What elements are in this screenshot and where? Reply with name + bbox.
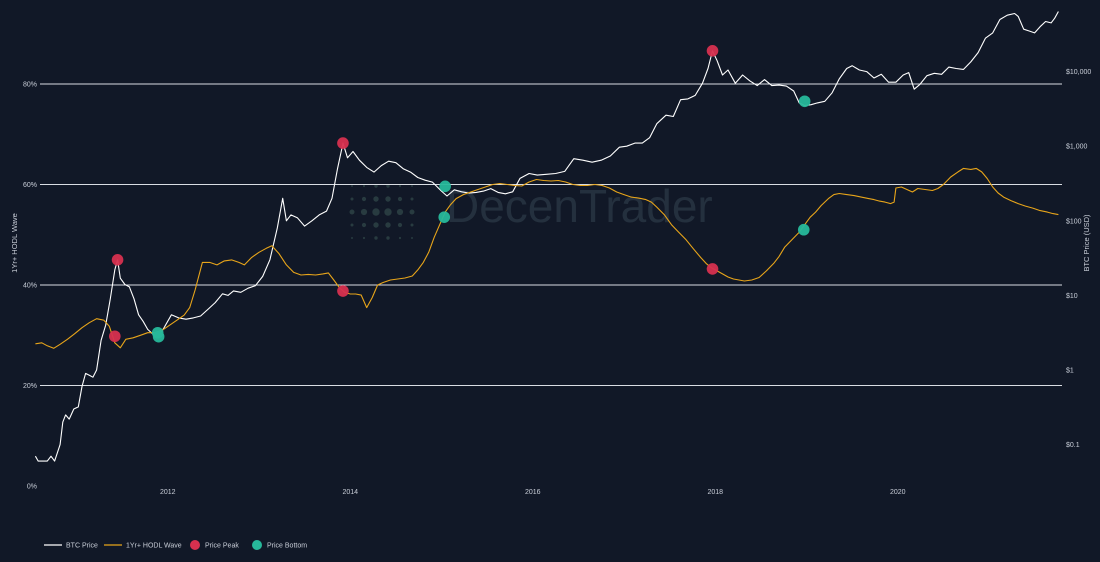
price-bottom-marker [797,223,810,236]
watermark-dot [374,184,378,188]
price-bottom-marker [439,180,451,193]
watermark-dot [373,222,379,228]
x-tick-label: 2016 [525,489,541,496]
watermark-dot [362,236,366,240]
y-left-tick-label: 40% [23,283,37,290]
watermark-dot [410,223,414,227]
watermark-dot [411,237,413,239]
watermark-dot [385,222,391,228]
y-right-tick-label: $1,000 [1066,144,1088,151]
price-peak-marker [109,330,121,343]
watermark-dot [411,185,413,187]
legend-price-peak-swatch [190,540,200,550]
watermark-dot [398,184,402,188]
watermark-dot [360,208,368,216]
y-right-tick-label: $10,000 [1066,69,1091,76]
watermark-dot [384,208,392,216]
watermark-dot [385,196,391,202]
y-right-axis-title: BTC Price (USD) [1082,214,1091,272]
price-peak-marker [337,137,349,149]
watermark-dot [350,197,354,201]
watermark-dot [409,209,415,215]
watermark-dot [386,184,390,188]
watermark-dot [350,223,354,227]
gridlines [40,83,1062,386]
x-tick-label: 2012 [160,489,176,496]
watermark-dot [374,236,378,240]
price-bottom-marker [798,95,811,108]
y-left-tick-label: 20% [23,383,37,390]
watermark-dot [410,197,414,201]
watermark-text: DecenTrader [446,180,713,232]
watermark-logo-icon [349,184,415,240]
legend-item[interactable]: Price Bottom [252,540,307,550]
y-left-tick-label: 0% [27,484,37,491]
legend-label: Price Peak [205,543,239,550]
legend-label: Price Bottom [267,543,307,550]
watermark-dot [397,196,403,202]
watermark-dot [351,185,353,187]
price-bottom-marker [151,326,164,339]
price-bottom-marker [438,211,451,223]
watermark-dot [372,208,380,216]
watermark-dot [349,209,355,215]
y-left-axis-title: 1Yr+ HODL Wave [10,213,19,273]
y-left-tick-label: 60% [23,182,37,189]
axes: 0% 20% 40% 60% 80% $0.1 $1 $10 $100 $1,000 $10,000… [10,69,1091,496]
x-tick-label: 2014 [342,489,358,496]
watermark-dot [373,196,379,202]
legend-item[interactable]: Price Peak [190,540,239,550]
x-tick-label: 2020 [890,489,906,496]
y-right-tick-label: $100 [1066,218,1082,225]
legend-item[interactable]: BTC Price [44,543,98,550]
legend-label: 1Yr+ HODL Wave [126,543,182,550]
y-right-tick-label: $0.1 [1066,442,1080,449]
watermark-dot [397,222,403,228]
price-peak-marker [111,254,124,266]
price-peak-marker [706,45,719,57]
legend-label: BTC Price [66,543,98,550]
watermark-dot [361,222,367,228]
watermark-dot [361,196,367,202]
y-right-tick-label: $10 [1066,293,1078,300]
price-peak-marker [337,285,349,297]
y-left-tick-label: 80% [23,82,37,89]
watermark-dot [362,184,366,188]
price-peak-marker [706,263,719,275]
y-right-tick-label: $1 [1066,368,1074,375]
btc-price-line [34,11,1059,462]
x-tick-label: 2018 [707,489,723,496]
watermark-dot [398,236,402,240]
watermark-dot [351,237,353,239]
legend-item[interactable]: 1Yr+ HODL Wave [104,543,182,550]
markers [109,45,811,343]
legend[interactable]: BTC Price 1Yr+ HODL Wave Price Peak Price B… [44,540,307,550]
hodl-wave-line [35,167,1059,349]
legend-price-bottom-swatch [252,540,262,550]
series [34,11,1059,462]
watermark-dot [386,236,390,240]
watermark-dot [396,208,404,216]
